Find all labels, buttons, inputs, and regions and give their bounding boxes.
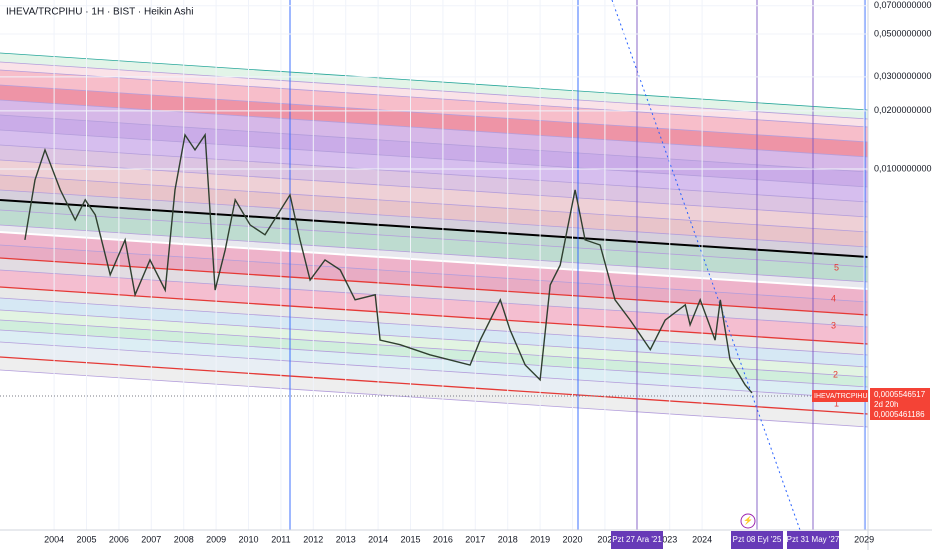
x-tick-label: 2007: [141, 534, 161, 544]
x-tick-label: 2015: [400, 534, 420, 544]
price-tag: [870, 388, 930, 420]
date-marker: Pzt 31 May '27: [787, 535, 840, 544]
x-tick-label: 202: [597, 534, 612, 544]
marks: [24, 132, 753, 394]
channel-band: [0, 210, 868, 282]
countdown-text: 2d 20h: [874, 400, 898, 409]
channel-line: [0, 99, 869, 158]
channel-line: [0, 209, 869, 268]
channel-label: 4: [831, 293, 836, 303]
date-marker-box: [611, 531, 663, 549]
channel-line: [0, 144, 869, 203]
channel-band: [0, 175, 868, 247]
channel-line: [0, 319, 869, 378]
channel-band: [0, 145, 868, 217]
channel-line: [0, 189, 869, 248]
channel-line: [0, 356, 869, 415]
channel-band: [0, 245, 868, 315]
channel-band: [0, 130, 868, 202]
channel-band: [0, 53, 868, 119]
channel-band: [0, 270, 868, 344]
x-tick-label: 2011: [271, 534, 290, 544]
channel-band: [0, 225, 868, 289]
channel-line: [0, 52, 869, 111]
trend-line: [611, 0, 801, 531]
channel-label: 2: [833, 369, 838, 379]
x-tick-label: 2008: [174, 534, 194, 544]
chart-title: IHEVA/TRCPIHU · 1H · BIST · Heikin Ashi: [6, 7, 193, 18]
channel-line: [0, 369, 869, 428]
channel-line: [0, 329, 869, 388]
low-price-text: 0,0005461186: [874, 410, 925, 419]
channel-band: [0, 70, 868, 142]
event-icon-glyph: ⚡: [743, 515, 753, 525]
x-tick-label: 2024: [692, 534, 712, 544]
x-tick-label: 2004: [44, 534, 64, 544]
channel-line: [0, 159, 869, 218]
channel-band: [0, 357, 868, 427]
x-tick-label: 2009: [206, 534, 226, 544]
channel-line: [0, 199, 869, 258]
channel-line: [0, 257, 869, 316]
channel-line: [0, 297, 869, 356]
date-marker: Pzt 27 Ara '21: [612, 535, 662, 544]
channel-line: [0, 129, 869, 188]
y-tick-label: 0,0300000000: [874, 71, 932, 81]
x-tick-label: 2019: [530, 534, 550, 544]
event-icon[interactable]: [740, 513, 756, 529]
channel-label: 3: [831, 320, 836, 330]
channel-band: [0, 232, 868, 302]
channel-line: [0, 309, 869, 368]
grid: [0, 0, 868, 530]
channel-line: [0, 114, 869, 173]
channel-band: [0, 200, 868, 267]
channel-band: [0, 287, 868, 355]
x-tick-label: 2013: [336, 534, 356, 544]
x-tick-label: 2012: [303, 534, 323, 544]
symbol-tag: [812, 390, 868, 402]
channel-band: [0, 258, 868, 327]
channel-line: [0, 174, 869, 233]
channel-band: [0, 330, 868, 399]
x-tick-label: 2014: [368, 534, 388, 544]
x-tick-label: 2010: [238, 534, 258, 544]
channel-line: [0, 224, 869, 283]
x-tick-label: 2017: [465, 534, 485, 544]
channel-line: [0, 286, 869, 345]
channel-line: [0, 244, 869, 303]
date-marker-box: [731, 531, 783, 549]
channel-band: [0, 310, 868, 377]
channel-line: [0, 61, 869, 120]
channel-line: [0, 84, 869, 143]
x-tick-label: 2029: [854, 534, 874, 544]
x-tick-label: 2005: [76, 534, 96, 544]
symbol-tag-text: IHEVA/TRCPIHU: [814, 393, 868, 400]
channel-band: [0, 100, 868, 172]
channel-line: [0, 341, 869, 400]
date-marker: Pzt 08 Eyl '25: [733, 535, 782, 544]
channel-band: [0, 190, 868, 257]
x-tick-label: 023: [662, 534, 677, 544]
y-tick-label: 0,0200000000: [874, 105, 932, 115]
x-tick-label: 2006: [109, 534, 129, 544]
date-marker-box: [787, 531, 839, 549]
channel-label: 5: [834, 262, 839, 272]
price-tag-text: 0,0005546517: [874, 390, 926, 399]
y-tick-label: 0,0100000000: [874, 163, 932, 173]
channel-line: [0, 231, 869, 290]
y-tick-label: 0,0700000000: [874, 0, 932, 10]
y-tick-label: 0,0500000000: [874, 28, 932, 38]
x-tick-label: 2016: [433, 534, 453, 544]
channel-line: [0, 69, 869, 128]
channel-band: [0, 160, 868, 232]
price-line: [24, 132, 753, 394]
x-tick-label: 2018: [498, 534, 518, 544]
x-tick-label: 2020: [562, 534, 582, 544]
channel-band: [0, 85, 868, 157]
channel-band: [0, 320, 868, 387]
channel-label: 1: [834, 398, 839, 408]
